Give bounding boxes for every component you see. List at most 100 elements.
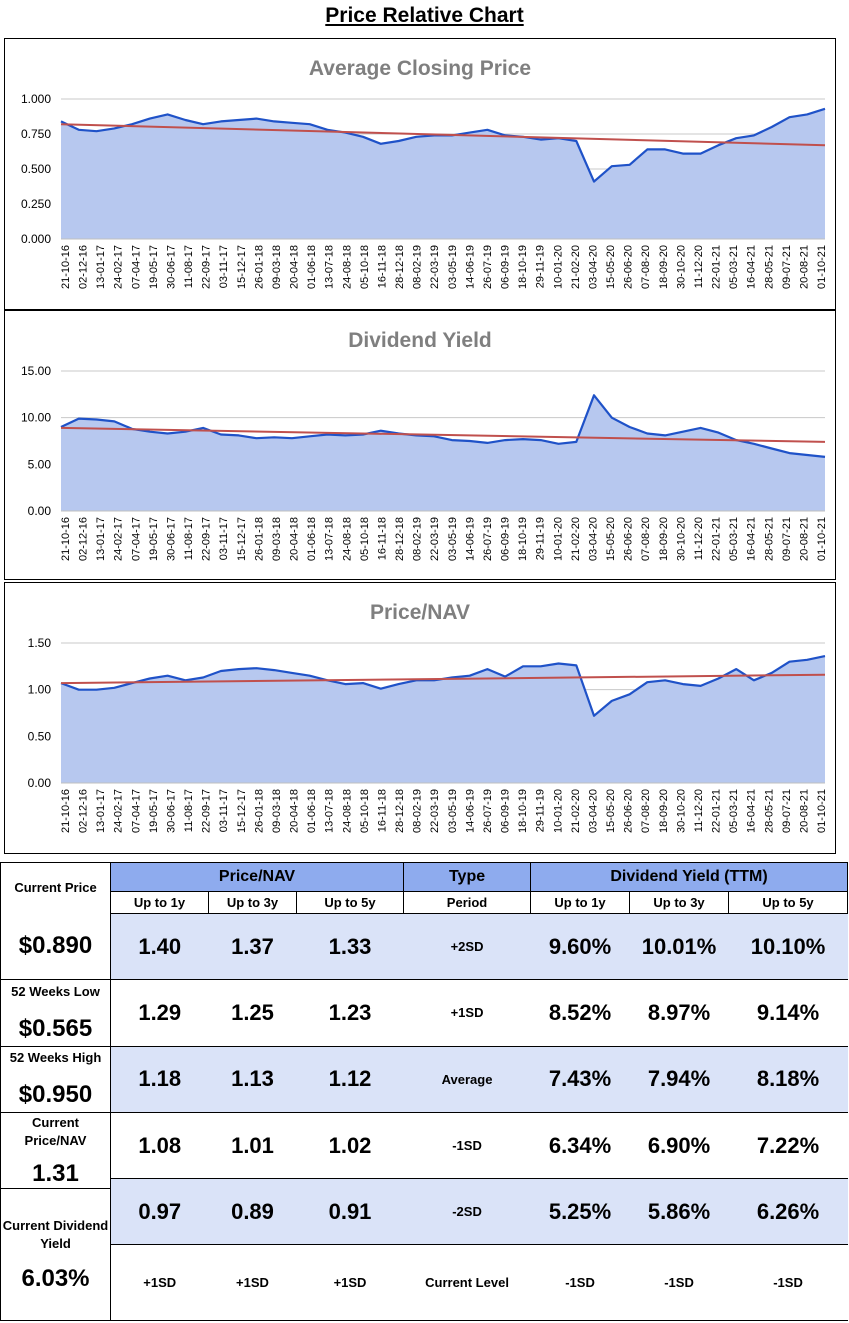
x-tick-label: 01-10-21 [816, 245, 828, 289]
x-tick-label: 16-04-21 [746, 517, 758, 561]
dy-minus2sd-5y: 6.26% [728, 1178, 848, 1246]
x-tick-label: 07-08-20 [640, 517, 652, 561]
y-tick-label: 0.500 [21, 162, 51, 176]
x-tick-label: 09-07-21 [781, 245, 793, 289]
x-tick-label: 29-11-19 [535, 789, 547, 832]
pnav-average-1y: 1.18 [110, 1045, 209, 1113]
y-tick-label: 0.50 [28, 729, 52, 743]
x-tick-label: 24-02-17 [113, 789, 125, 833]
pnav-plus1sd-5y: 1.23 [296, 979, 404, 1047]
x-tick-label: 20-08-21 [798, 789, 810, 833]
x-tick-label: 06-09-19 [500, 789, 512, 833]
x-tick-label: 30-10-20 [675, 517, 687, 561]
period-label: Period [403, 890, 532, 914]
dy-plus2sd-5y: 10.10% [728, 912, 848, 981]
x-tick-label: 07-04-17 [130, 517, 142, 561]
y-tick-label: 15.00 [21, 364, 51, 378]
current-level-dy-3y: -1SD [629, 1244, 729, 1321]
dy-average-5y: 8.18% [728, 1045, 848, 1113]
pnav-minus2sd-1y: 0.97 [110, 1178, 209, 1246]
x-tick-label: 13-01-17 [95, 517, 107, 561]
x-tick-label: 19-05-17 [148, 245, 160, 289]
x-tick-label: 10-01-20 [552, 517, 564, 561]
x-tick-label: 20-04-18 [289, 789, 301, 833]
current-price-value: $0.890 [18, 932, 93, 960]
series-area [61, 656, 825, 783]
x-tick-label: 03-05-19 [447, 517, 459, 561]
pnav-minus1sd-5y: 1.02 [296, 1111, 404, 1180]
x-tick-label: 03-04-20 [587, 245, 599, 289]
x-tick-label: 01-10-21 [816, 517, 828, 561]
page-title: Price Relative Chart [325, 4, 524, 27]
low-52w-label: 52 Weeks Low [11, 983, 100, 999]
x-tick-label: 03-04-20 [587, 789, 599, 833]
x-tick-label: 22-03-19 [429, 517, 441, 561]
x-tick-label: 01-06-18 [306, 245, 318, 289]
trend-line [60, 426, 826, 443]
high-52w-value: $0.950 [18, 1081, 93, 1109]
chart-dividend-yield-svg: Dividend Yield 0.00 5.00 10.00 15.00 21-10-16… [21, 329, 828, 561]
x-tick-label: 18-10-19 [517, 245, 529, 289]
low-52w-value: $0.565 [18, 1014, 93, 1042]
pnav-average-5y: 1.12 [296, 1045, 404, 1113]
dy-period-1y: Up to 1y [530, 890, 631, 914]
pnav-minus1sd-3y: 1.01 [208, 1111, 297, 1180]
current-dy-value: 6.03% [21, 1264, 90, 1292]
current-price-label-cell: Current Price [0, 862, 111, 914]
x-tick-label: 07-08-20 [640, 245, 652, 289]
x-tick-label: 03-04-20 [587, 517, 599, 561]
x-tick-label: 21-02-20 [570, 245, 582, 289]
x-tick-label: 15-12-17 [236, 245, 248, 289]
x-tick-label: 26-07-19 [482, 517, 494, 561]
dy-average-3y: 7.94% [629, 1045, 729, 1113]
x-tick-label: 13-01-17 [95, 789, 107, 833]
dy-plus2sd-3y: 10.01% [629, 912, 729, 981]
x-tick-label: 21-10-16 [60, 789, 72, 833]
x-tick-label: 18-09-20 [658, 789, 670, 833]
y-tick-label: 1.00 [28, 683, 52, 697]
dy-minus2sd-1y: 5.25% [530, 1178, 630, 1246]
dy-plus2sd-1y: 9.60% [530, 912, 630, 981]
x-tick-label: 11-08-17 [183, 245, 195, 288]
x-tick-label: 18-10-19 [517, 789, 529, 833]
type-plus1sd: +1SD [403, 979, 531, 1047]
pnav-period-5y: Up to 5y [295, 890, 405, 914]
x-tick-label: 01-06-18 [306, 517, 318, 561]
dy-minus1sd-3y: 6.90% [629, 1111, 729, 1180]
low-52w-cell: 52 Weeks Low $0.565 [0, 979, 111, 1047]
x-tick-label: 21-10-16 [60, 517, 72, 561]
x-tick-label: 22-09-17 [201, 789, 213, 833]
x-tick-label: 28-05-21 [763, 245, 775, 289]
x-tick-label: 18-09-20 [658, 517, 670, 561]
x-tick-label: 03-11-17 [218, 517, 230, 560]
pnav-plus2sd-3y: 1.37 [208, 912, 297, 981]
x-tick-label: 28-12-18 [394, 245, 406, 289]
type-minus2sd: -2SD [403, 1178, 531, 1246]
x-tick-label: 28-12-18 [394, 517, 406, 561]
x-tick-label: 14-06-19 [464, 789, 476, 833]
chart-title: Price/NAV [370, 601, 470, 624]
y-tick-label: 0.750 [21, 127, 51, 141]
x-tick-label: 22-01-21 [711, 245, 723, 289]
x-tick-label: 30-10-20 [675, 789, 687, 833]
x-tick-label: 19-05-17 [148, 517, 160, 561]
y-tick-label: 1.50 [28, 636, 52, 650]
x-tick-label: 02-12-16 [78, 245, 90, 289]
x-tick-label: 11-08-17 [183, 789, 195, 832]
x-tick-label: 19-05-17 [148, 789, 160, 833]
current-pnav-value: 1.31 [32, 1159, 79, 1187]
x-tick-label: 13-07-18 [324, 517, 336, 561]
x-tick-label: 20-08-21 [798, 245, 810, 289]
x-tick-label: 02-12-16 [78, 789, 90, 833]
x-tick-label: 28-12-18 [394, 789, 406, 833]
x-tick-label: 24-08-18 [341, 517, 353, 561]
x-tick-label: 01-06-18 [306, 789, 318, 833]
x-tick-label: 26-07-19 [482, 245, 494, 289]
pnav-plus1sd-1y: 1.29 [110, 979, 209, 1047]
x-tick-label: 16-11-18 [377, 517, 389, 560]
x-tick-label: 26-06-20 [623, 517, 635, 561]
x-tick-label: 13-07-18 [324, 789, 336, 833]
x-tick-label: 26-01-18 [253, 245, 265, 289]
y-tick-label: 10.00 [21, 411, 51, 425]
dy-average-1y: 7.43% [530, 1045, 630, 1113]
